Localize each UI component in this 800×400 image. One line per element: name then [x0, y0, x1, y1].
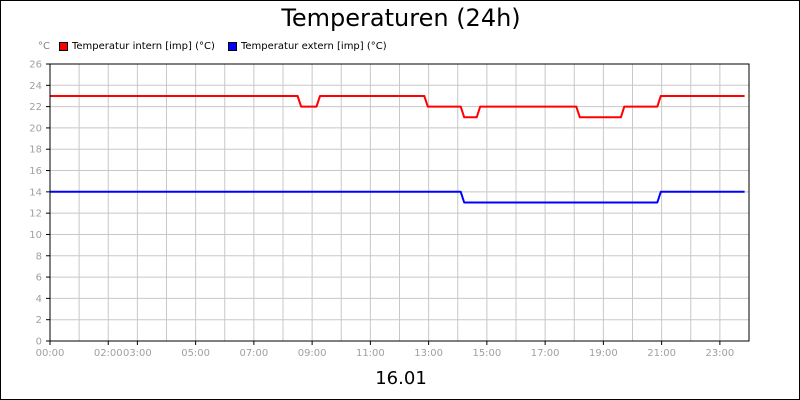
legend-item-extern: Temperatur extern [imp] (°C) [228, 39, 387, 53]
x-tick-label: 07:00 [239, 348, 268, 359]
legend-label-extern: Temperatur extern [imp] (°C) [241, 40, 387, 52]
chart-title: Temperaturen (24h) [281, 4, 521, 32]
legend-swatch-extern [228, 41, 237, 51]
y-tick-label: 12 [29, 209, 42, 220]
plot-border [49, 63, 750, 342]
x-tick-label: 00:00 [36, 348, 65, 359]
legend-label-intern: Temperatur intern [imp] (°C) [72, 40, 215, 52]
x-tick-label: 17:00 [531, 348, 560, 359]
x-tick-label: 19:00 [589, 348, 618, 359]
legend-swatch-intern [59, 41, 68, 51]
y-tick-label: 22 [29, 102, 42, 113]
series-line-intern [50, 95, 745, 119]
x-tick-label: 03:00 [123, 348, 152, 359]
y-tick-label: 16 [29, 166, 42, 177]
x-tick-label: 02:00 [94, 348, 123, 359]
y-tick-label: 6 [36, 273, 42, 284]
legend-item-intern: Temperatur intern [imp] (°C) [59, 39, 215, 53]
y-tick-label: 24 [29, 81, 42, 92]
y-tick-label: 26 [29, 60, 42, 71]
y-tick-label: 18 [29, 145, 42, 156]
y-tick-label: 20 [29, 123, 42, 134]
x-axis-category: 16.01 [375, 368, 427, 389]
y-tick-label: 2 [36, 315, 42, 326]
y-tick-label: 8 [36, 251, 42, 262]
y-tick-label: 0 [36, 337, 42, 348]
x-tick-label: 11:00 [356, 348, 385, 359]
series-line-extern [50, 190, 745, 204]
x-tick-label: 09:00 [298, 348, 327, 359]
y-tick-label: 4 [36, 294, 42, 305]
x-tick-label: 05:00 [181, 348, 210, 359]
x-tick-label: 23:00 [705, 348, 734, 359]
x-tick-label: 21:00 [647, 348, 676, 359]
x-tick-label: 13:00 [414, 348, 443, 359]
x-tick-label: 15:00 [472, 348, 501, 359]
y-tick-label: 14 [29, 187, 42, 198]
y-axis-unit: °C [38, 41, 50, 52]
y-tick-label: 10 [29, 230, 42, 241]
